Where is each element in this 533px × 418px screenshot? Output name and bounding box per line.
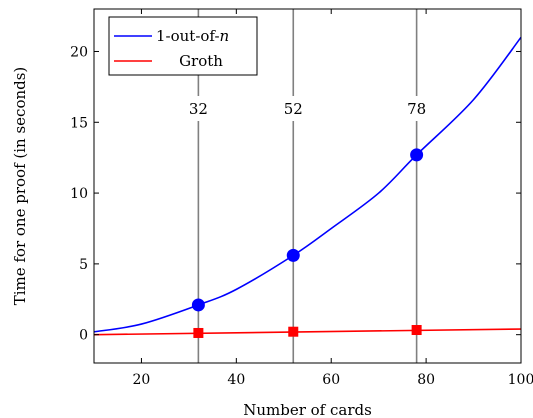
legend-label-1: Groth (179, 52, 223, 70)
markers-layer (191, 148, 424, 338)
point-s0-32 (191, 298, 205, 312)
legend-label-main: 1-out-of- (156, 27, 220, 45)
point-s1-32 (193, 327, 204, 338)
legend-box (108, 16, 258, 76)
x-tick-label-20: 20 (133, 372, 151, 388)
y-tick-label-15: 15 (70, 115, 88, 131)
legend: 1-out-of-n Groth (108, 16, 258, 76)
x-tick-label-100: 100 (508, 372, 533, 388)
series-layer (93, 36, 522, 336)
y-axis-label: Time for one proof (in seconds) (11, 67, 29, 306)
y-tick-label-20: 20 (70, 44, 88, 60)
series-line-0 (93, 36, 522, 333)
point-s1-52 (288, 326, 299, 337)
plot-frame (93, 8, 522, 364)
x-tick-label-40: 40 (227, 372, 245, 388)
y-tick-label-10: 10 (70, 186, 88, 202)
axis-ticks: 20 40 60 80 100 0 5 10 15 20 (70, 9, 533, 388)
x-tick-label-80: 80 (417, 372, 435, 388)
y-tick-label-0: 0 (79, 328, 88, 344)
y-tick-label-5: 5 (79, 257, 88, 273)
vline-label-52: 52 (284, 100, 303, 118)
x-tick-label-60: 60 (322, 372, 340, 388)
vline-label-32: 32 (189, 100, 208, 118)
point-s0-52 (286, 248, 300, 262)
legend-label-0: 1-out-of-n (156, 27, 229, 45)
x-axis-label: Number of cards (243, 401, 372, 418)
point-s1-78 (411, 325, 422, 336)
series-line-1 (93, 328, 522, 336)
legend-label-italic: n (220, 27, 230, 45)
point-s0-78 (410, 148, 424, 162)
vline-label-78: 78 (407, 100, 426, 118)
